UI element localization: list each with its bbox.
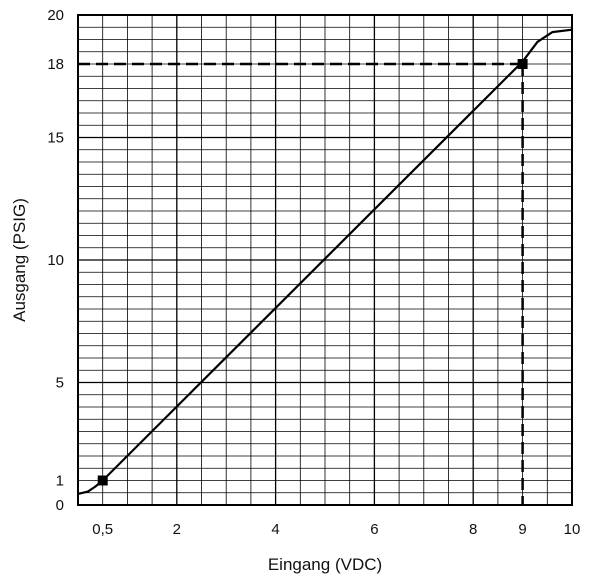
- x-tick-label: 9: [518, 521, 526, 538]
- y-tick-label: 15: [47, 130, 64, 147]
- x-tick-label: 0,5: [92, 521, 113, 538]
- x-tick-labels: 0,5 2 4 6 8 9 10: [92, 521, 580, 538]
- y-axis-label: Ausgang (PSIG): [10, 198, 29, 322]
- y-tick-label: 0: [56, 497, 64, 514]
- y-tick-label: 20: [47, 7, 64, 24]
- y-tick-label: 1: [56, 473, 64, 490]
- series-group: [77, 28, 573, 496]
- reference-lines: [78, 62, 524, 505]
- x-axis-label: Eingang (VDC): [268, 555, 382, 574]
- data-point-marker: [517, 59, 528, 69]
- series-line: [77, 28, 573, 496]
- plot-frame: [77, 14, 573, 506]
- x-tick-label: 6: [370, 521, 378, 538]
- x-tick-label: 4: [271, 521, 279, 538]
- x-tick-label: 10: [564, 521, 581, 538]
- y-tick-label: 10: [47, 252, 64, 269]
- x-tick-label: 2: [173, 521, 181, 538]
- grid: [77, 14, 573, 506]
- y-tick-label: 18: [47, 56, 64, 73]
- x-tick-label: 8: [469, 521, 477, 538]
- data-point-marker: [97, 475, 108, 486]
- markers-group: [97, 59, 528, 486]
- y-tick-label: 5: [56, 375, 64, 392]
